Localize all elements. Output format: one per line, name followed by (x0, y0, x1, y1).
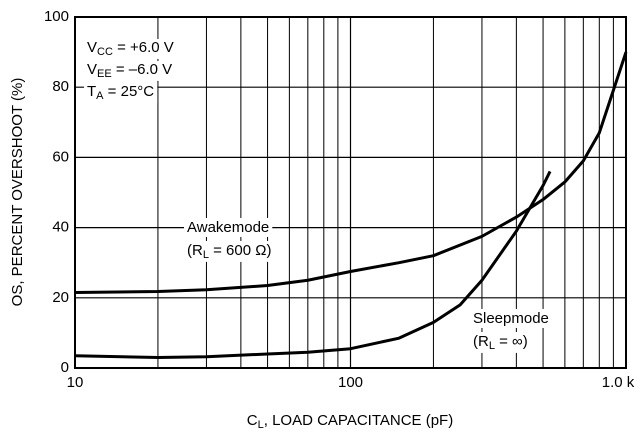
y-tick-label: 0 (61, 359, 69, 376)
y-tick-label: 100 (44, 8, 69, 25)
y-axis-label: OS, PERCENT OVERSHOOT (%) (9, 78, 26, 307)
text-part: = –6.0 V (112, 61, 172, 78)
text-part: L (489, 340, 495, 352)
text-part: = +6.0 V (113, 39, 174, 56)
condition: VEE = –6.0 V (87, 61, 172, 80)
text-part: = 600 Ω) (209, 242, 272, 259)
series-note: (RL = ∞) (473, 333, 528, 352)
y-tick-label: 20 (52, 289, 69, 306)
curve (74, 170, 552, 359)
text-part: = ∞) (495, 333, 528, 350)
y-tick-label: 60 (52, 148, 69, 165)
text-part: V (87, 61, 97, 78)
x-tick-label: 10 (67, 374, 84, 391)
plot-frame (74, 16, 627, 369)
text-part: EE (97, 68, 112, 80)
label-bg (184, 240, 275, 262)
x-axis-label: CL, LOAD CAPACITANCE (pF) (247, 412, 453, 431)
text-part: (R (473, 333, 489, 350)
x-tick-label: 100 (338, 374, 363, 391)
condition: VCC = +6.0 V (87, 39, 174, 58)
text-part: CC (97, 46, 113, 58)
text-part: T (87, 83, 96, 100)
text-part: V (87, 39, 97, 56)
label-bg (84, 82, 158, 103)
label-bg (84, 38, 177, 59)
y-tick-label: 80 (52, 78, 69, 95)
curve (74, 51, 628, 295)
label-bg (84, 60, 176, 81)
text-part: A (96, 90, 104, 102)
label-bg (470, 308, 552, 328)
text-part: = 25°C (104, 83, 155, 100)
y-tick-label: 40 (52, 219, 69, 236)
series-label: Sleepmode (473, 310, 549, 327)
text-part: (R (187, 242, 203, 259)
condition: TA = 25°C (87, 83, 154, 102)
label-bg (184, 217, 273, 237)
label-bg (470, 331, 531, 353)
series-note: (RL = 600 Ω) (187, 242, 271, 261)
text-part: L (203, 249, 209, 261)
x-tick-label: 1.0 k (602, 374, 635, 391)
series-label: Awakemode (187, 219, 269, 236)
